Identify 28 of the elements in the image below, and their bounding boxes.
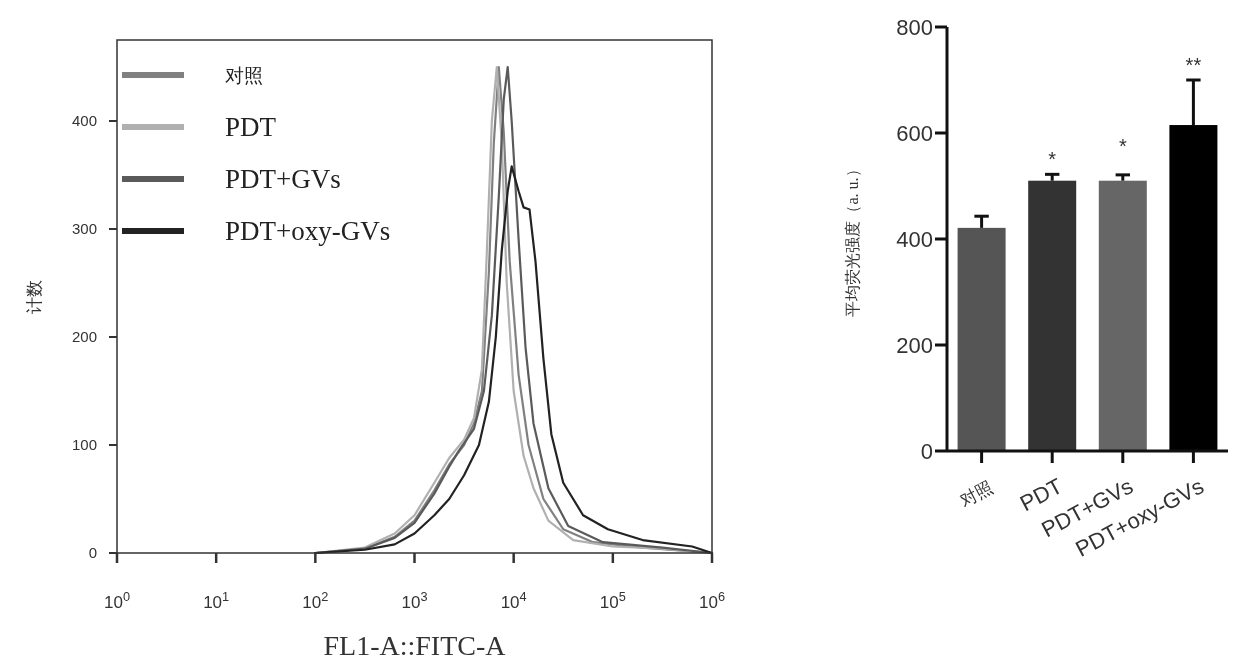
x-tick-label: 10$^{2}$ bbox=[302, 588, 329, 612]
y-tick-label: 400 bbox=[71, 112, 97, 130]
legend-label: 对照 bbox=[225, 64, 263, 86]
y-axis-title: 平均荧光强度（a. u.） bbox=[844, 161, 861, 317]
y-tick-label: 200 bbox=[896, 332, 933, 358]
y-tick-label: 600 bbox=[896, 120, 933, 146]
y-tick-label: 300 bbox=[71, 220, 97, 238]
x-tick-label: 对照 bbox=[956, 477, 996, 511]
y-tick-label: 100 bbox=[71, 436, 97, 454]
annotation: * bbox=[1048, 148, 1057, 171]
y-tick-label: 200 bbox=[71, 328, 97, 346]
x-axis-title: FL1-A::FITC-A bbox=[323, 630, 507, 661]
y-tick-label: 400 bbox=[896, 226, 933, 252]
legend-label: PDT+GVs bbox=[225, 164, 341, 195]
legend-label: PDT+oxy-GVs bbox=[225, 216, 391, 247]
x-tick-label: 10$^{4}$ bbox=[500, 588, 527, 612]
x-tick-label: 10$^{1}$ bbox=[203, 588, 230, 612]
y-tick-label: 0 bbox=[920, 438, 933, 464]
y-tick-label: 800 bbox=[896, 14, 933, 40]
x-tick-label: 10$^{6}$ bbox=[698, 588, 726, 612]
x-tick-label: 10$^{5}$ bbox=[599, 588, 626, 612]
annotation: ** bbox=[1185, 54, 1202, 76]
y-axis-title: 计数 bbox=[25, 279, 44, 314]
y-tick-label: 0 bbox=[88, 544, 97, 562]
x-tick-label: 10$^{0}$ bbox=[103, 588, 131, 612]
legend-label: PDT bbox=[225, 112, 277, 143]
annotation: * bbox=[1118, 134, 1127, 157]
x-tick-label: 10$^{3}$ bbox=[401, 588, 428, 612]
